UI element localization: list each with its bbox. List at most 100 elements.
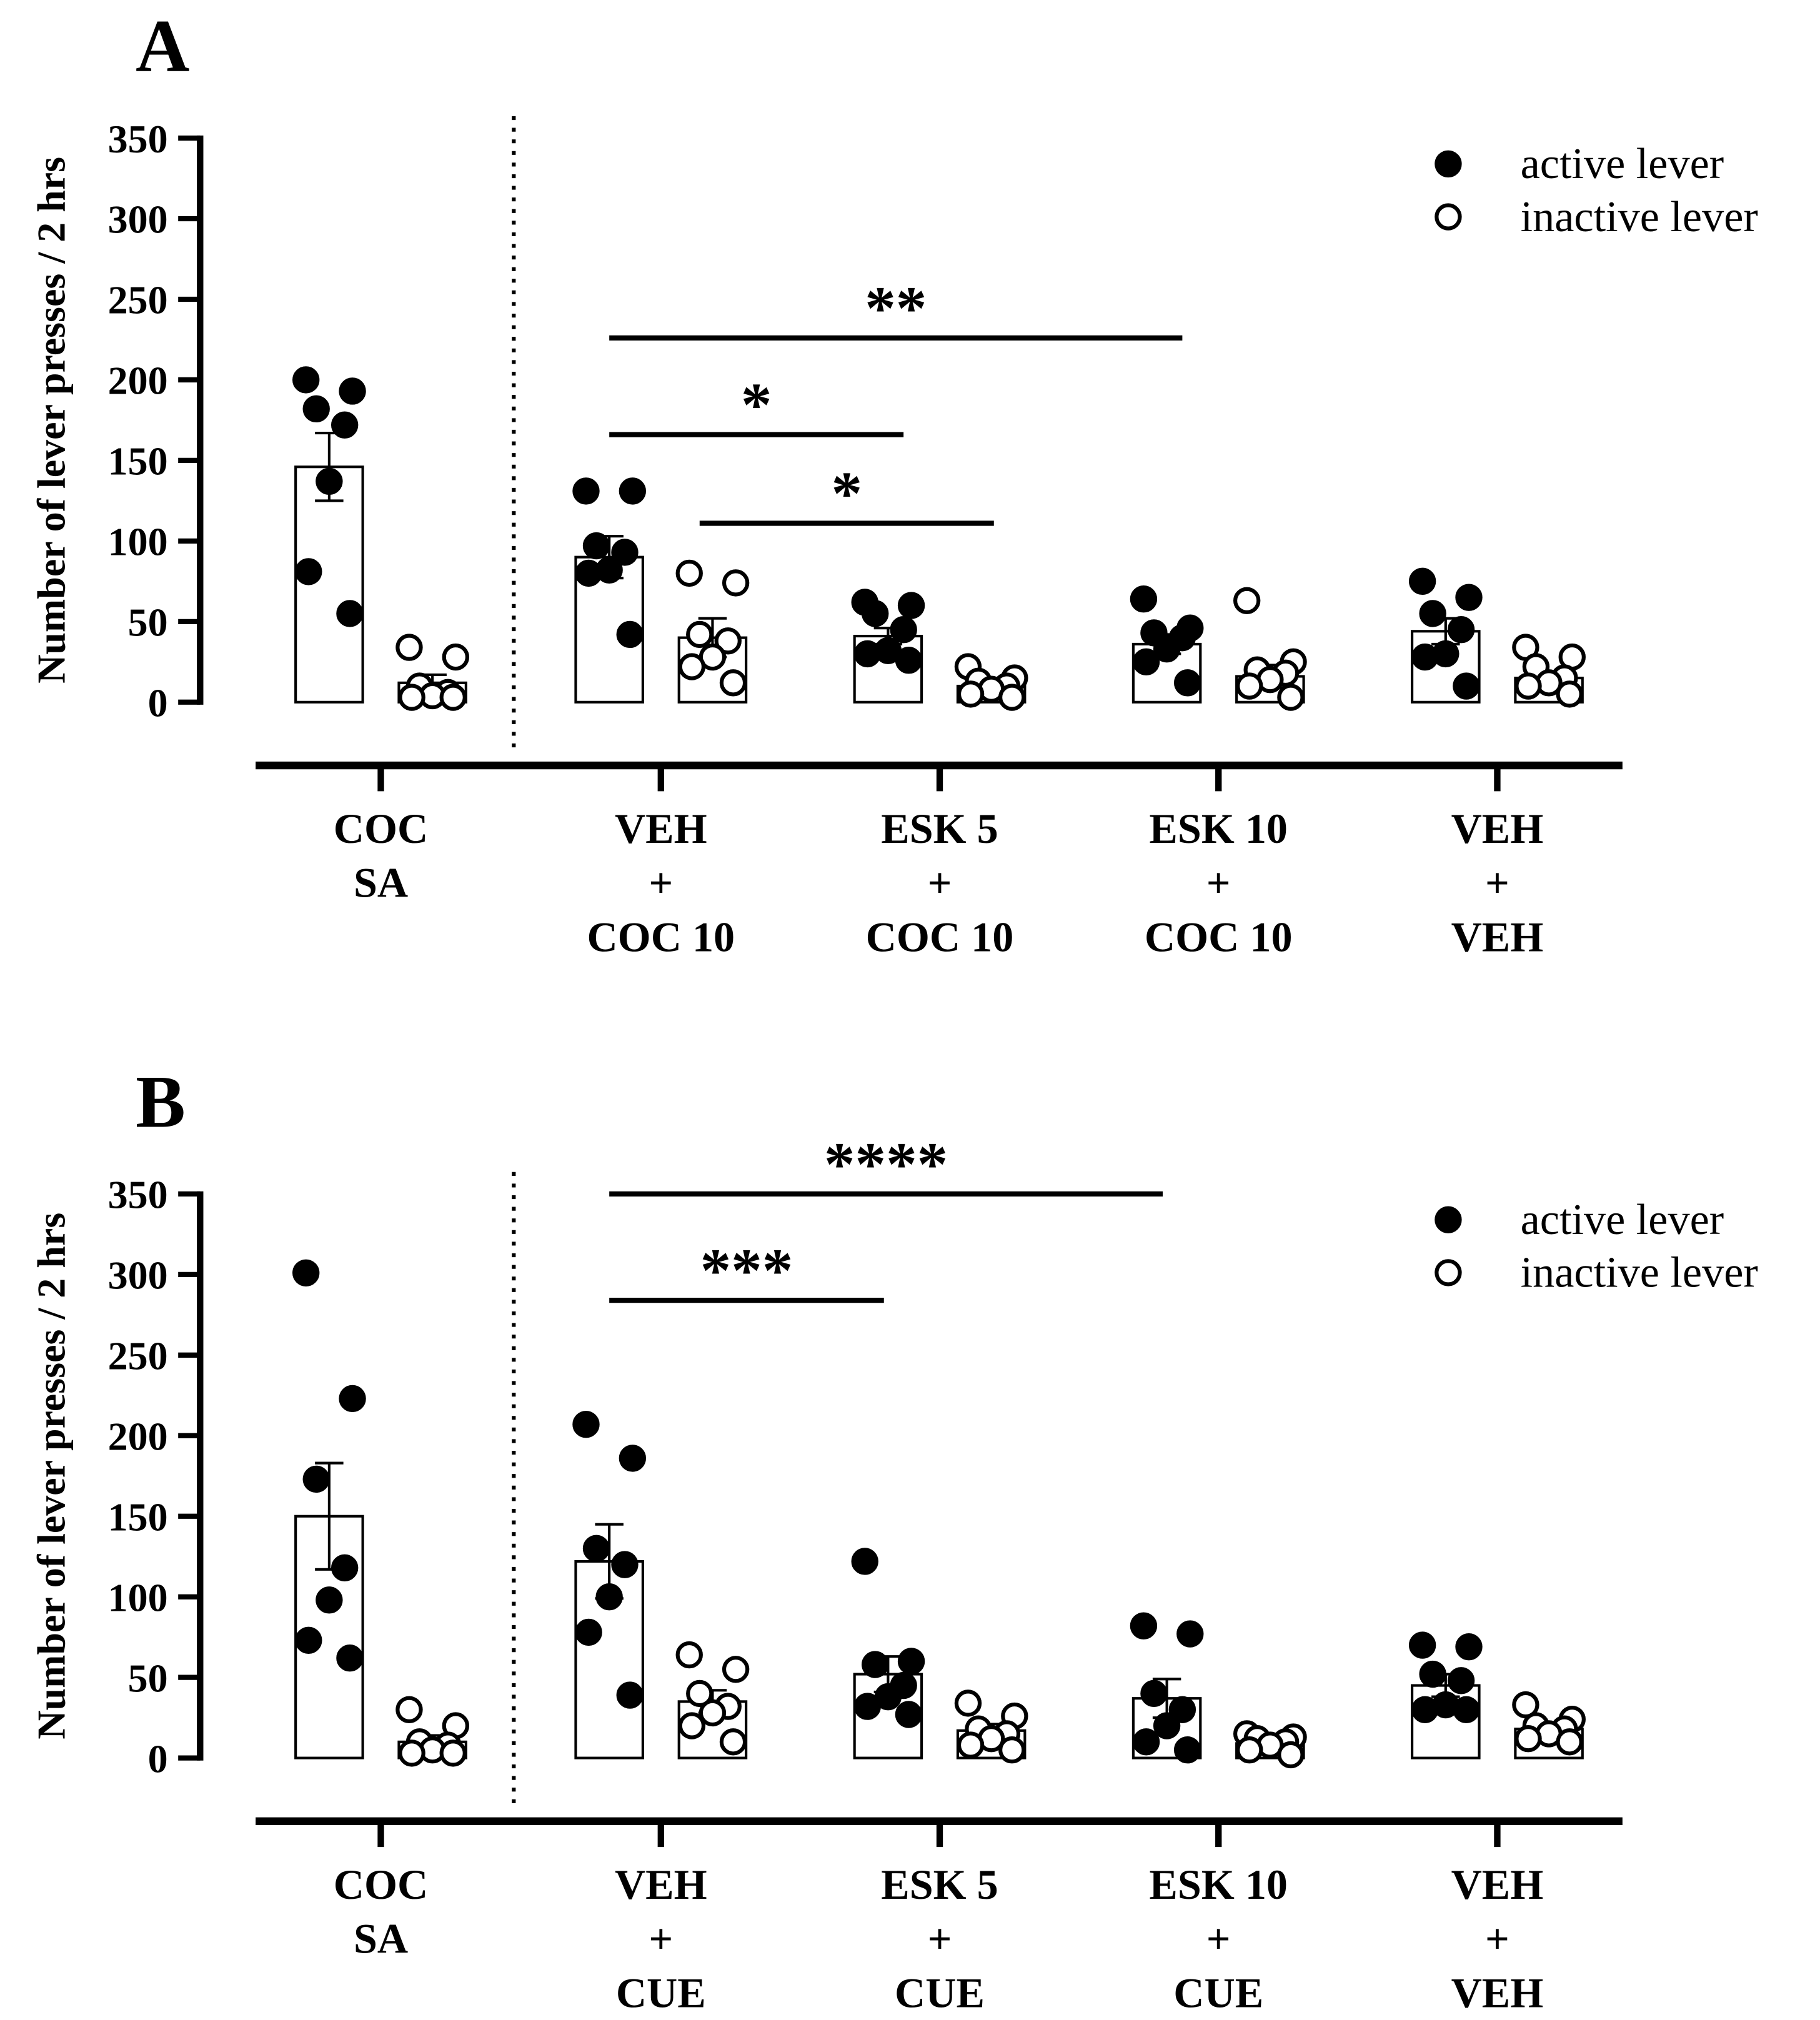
legend-open-circle-icon	[1435, 203, 1462, 231]
data-point-inactive	[1277, 684, 1305, 711]
data-point-active	[295, 1626, 322, 1654]
data-point-inactive	[398, 1739, 425, 1767]
data-point-inactive	[714, 627, 742, 655]
data-point-active	[1132, 648, 1160, 676]
data-point-active	[572, 477, 600, 505]
x-tick-label: +	[1206, 1915, 1231, 1963]
data-point-inactive	[1277, 1741, 1305, 1769]
x-tick-label: CUE	[895, 1969, 985, 2016]
data-point-inactive	[957, 680, 985, 708]
data-point-inactive	[719, 1728, 747, 1756]
data-point-active	[575, 1618, 602, 1646]
x-tick-label: CUE	[1173, 1969, 1263, 2016]
y-tick-label: 350	[108, 1173, 168, 1217]
data-point-active	[1153, 1712, 1181, 1739]
data-point-inactive	[957, 1731, 985, 1759]
x-tick-label: COC 10	[587, 913, 735, 961]
data-point-active	[619, 1445, 647, 1472]
x-tick-label: VEH	[1451, 805, 1544, 852]
data-point-active	[316, 467, 343, 495]
data-point-active	[292, 1259, 320, 1286]
data-point-active	[1130, 585, 1158, 613]
data-point-inactive	[1512, 1691, 1539, 1719]
data-point-active	[1411, 1696, 1439, 1723]
data-point-active	[862, 1651, 889, 1678]
x-tick-label: +	[1485, 859, 1509, 907]
x-tick-label: +	[928, 1915, 952, 1963]
data-point-active	[1173, 669, 1201, 697]
x-tick-label: ESK 10	[1149, 805, 1288, 852]
significance-label: *	[741, 371, 772, 439]
data-point-active	[1411, 643, 1439, 671]
x-tick-label: +	[649, 1915, 673, 1963]
data-point-active	[1419, 1660, 1446, 1688]
legend-label: active lever	[1521, 1195, 1724, 1244]
y-tick-label: 50	[128, 1656, 168, 1700]
data-point-active	[1455, 584, 1483, 611]
data-point-active	[890, 616, 917, 644]
data-point-inactive	[699, 1699, 727, 1727]
data-point-inactive	[1514, 1724, 1542, 1753]
x-tick-label: SA	[354, 859, 408, 907]
data-point-inactive	[1233, 587, 1261, 614]
x-tick-label: +	[1206, 859, 1231, 907]
data-point-active	[575, 559, 602, 587]
data-point-inactive	[678, 653, 706, 680]
y-tick-label: 50	[128, 600, 168, 645]
panel-label: A	[136, 4, 190, 87]
data-point-active	[853, 640, 882, 668]
y-axis-label: Number of lever presses / 2 hrs	[29, 157, 73, 684]
significance-label: **	[865, 274, 927, 342]
legend-label: inactive lever	[1521, 192, 1758, 241]
data-point-active	[1176, 1620, 1204, 1648]
panel-A: A 0 50 100 150 200 250 300 350 Number of lever pr…	[29, 4, 1758, 961]
y-tick-label: 150	[108, 439, 168, 484]
data-point-inactive	[1556, 680, 1583, 708]
data-point-inactive	[439, 1739, 467, 1767]
data-point-active	[302, 395, 330, 423]
y-tick-label: 250	[108, 1334, 168, 1378]
x-tick-label: ESK 5	[881, 1861, 998, 1908]
y-tick-label: 100	[108, 1575, 168, 1619]
data-point-active	[611, 1551, 639, 1578]
significance-label: *	[831, 460, 862, 528]
data-point-active	[851, 1548, 878, 1575]
data-point-inactive	[998, 1736, 1026, 1764]
legend-filled-circle-icon	[1435, 150, 1462, 178]
data-point-inactive	[1514, 672, 1542, 700]
data-point-active	[1168, 1696, 1196, 1723]
data-point-active	[1153, 635, 1181, 663]
data-point-active	[616, 1681, 644, 1709]
x-tick-label: +	[928, 859, 952, 907]
data-point-active	[339, 1385, 366, 1413]
data-point-inactive	[675, 1641, 703, 1669]
data-point-active	[616, 620, 644, 649]
data-point-active	[595, 1583, 623, 1611]
x-tick-label: SA	[354, 1915, 408, 1963]
data-point-active	[1140, 1679, 1168, 1708]
x-tick-label: VEH	[1451, 913, 1544, 961]
data-point-active	[897, 1648, 925, 1675]
data-point-active	[331, 411, 359, 439]
data-point-active	[295, 558, 322, 585]
legend-label: inactive lever	[1521, 1248, 1758, 1297]
y-tick-label: 350	[108, 117, 168, 161]
data-point-active	[1173, 1736, 1201, 1764]
data-point-inactive	[675, 559, 703, 587]
legend-label: active lever	[1521, 139, 1724, 188]
x-tick-label: +	[1485, 1915, 1509, 1963]
x-tick-label: COC	[334, 1861, 428, 1908]
data-point-inactive	[439, 684, 467, 711]
data-point-inactive	[1236, 672, 1263, 700]
data-point-inactive	[722, 1656, 750, 1683]
data-point-active	[1419, 600, 1446, 627]
data-point-active	[582, 1535, 610, 1563]
data-point-active	[336, 1644, 364, 1672]
data-point-inactive	[686, 1679, 714, 1708]
y-tick-label: 0	[148, 1736, 168, 1781]
y-tick-label: 150	[108, 1495, 168, 1539]
data-point-inactive	[998, 684, 1026, 711]
data-point-active	[1447, 616, 1475, 644]
y-tick-label: 200	[108, 1415, 168, 1459]
